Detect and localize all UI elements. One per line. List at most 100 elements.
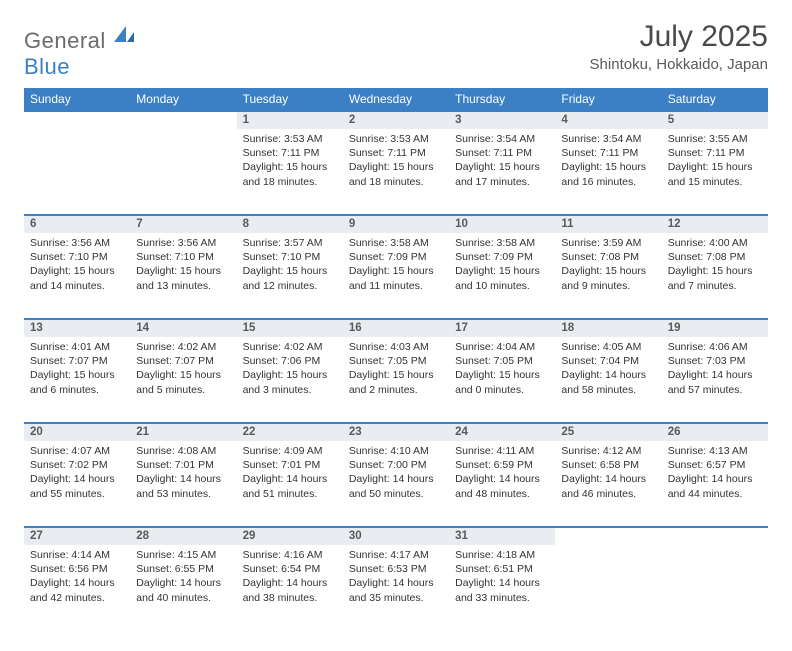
day1-text: Daylight: 14 hours (349, 472, 443, 486)
sunset-text: Sunset: 6:51 PM (455, 562, 549, 576)
day-content-row: Sunrise: 3:56 AMSunset: 7:10 PMDaylight:… (24, 233, 768, 319)
day2-text: and 11 minutes. (349, 279, 443, 293)
sunrise-text: Sunrise: 4:00 AM (668, 236, 762, 250)
day1-text: Daylight: 14 hours (136, 472, 230, 486)
logo-text: General Blue (24, 26, 134, 80)
day1-text: Daylight: 14 hours (243, 576, 337, 590)
day-cell: Sunrise: 3:54 AMSunset: 7:11 PMDaylight:… (449, 129, 555, 215)
day-cell: Sunrise: 3:53 AMSunset: 7:11 PMDaylight:… (237, 129, 343, 215)
day-number: 23 (343, 423, 449, 441)
day1-text: Daylight: 14 hours (455, 576, 549, 590)
day-header: Saturday (662, 88, 768, 111)
day2-text: and 18 minutes. (349, 175, 443, 189)
day-number: 4 (555, 111, 661, 129)
sunset-text: Sunset: 7:05 PM (455, 354, 549, 368)
day2-text: and 0 minutes. (455, 383, 549, 397)
day-number: 26 (662, 423, 768, 441)
sunrise-text: Sunrise: 3:58 AM (349, 236, 443, 250)
day-cell: Sunrise: 4:08 AMSunset: 7:01 PMDaylight:… (130, 441, 236, 527)
sunset-text: Sunset: 7:07 PM (30, 354, 124, 368)
sunset-text: Sunset: 6:58 PM (561, 458, 655, 472)
day1-text: Daylight: 14 hours (561, 472, 655, 486)
sunset-text: Sunset: 7:07 PM (136, 354, 230, 368)
day-number-row: 6789101112 (24, 215, 768, 233)
day-number: 20 (24, 423, 130, 441)
day1-text: Daylight: 15 hours (349, 264, 443, 278)
sunrise-text: Sunrise: 4:12 AM (561, 444, 655, 458)
day-number (662, 527, 768, 545)
day-number: 12 (662, 215, 768, 233)
sunset-text: Sunset: 7:09 PM (349, 250, 443, 264)
day-cell: Sunrise: 4:03 AMSunset: 7:05 PMDaylight:… (343, 337, 449, 423)
day-cell: Sunrise: 4:00 AMSunset: 7:08 PMDaylight:… (662, 233, 768, 319)
day2-text: and 12 minutes. (243, 279, 337, 293)
sunset-text: Sunset: 6:59 PM (455, 458, 549, 472)
day-number: 14 (130, 319, 236, 337)
logo-sail-icon (114, 26, 134, 42)
sunset-text: Sunset: 6:57 PM (668, 458, 762, 472)
month-title: July 2025 (590, 20, 768, 54)
day-cell: Sunrise: 3:57 AMSunset: 7:10 PMDaylight:… (237, 233, 343, 319)
day-header: Monday (130, 88, 236, 111)
day1-text: Daylight: 15 hours (30, 368, 124, 382)
sunset-text: Sunset: 7:01 PM (243, 458, 337, 472)
sunrise-text: Sunrise: 4:13 AM (668, 444, 762, 458)
sunset-text: Sunset: 7:11 PM (455, 146, 549, 160)
day1-text: Daylight: 15 hours (668, 264, 762, 278)
day-cell: Sunrise: 4:05 AMSunset: 7:04 PMDaylight:… (555, 337, 661, 423)
day-number: 29 (237, 527, 343, 545)
sunrise-text: Sunrise: 3:55 AM (668, 132, 762, 146)
day2-text: and 38 minutes. (243, 591, 337, 605)
day1-text: Daylight: 14 hours (243, 472, 337, 486)
day-number-row: 2728293031 (24, 527, 768, 545)
day-cell: Sunrise: 4:16 AMSunset: 6:54 PMDaylight:… (237, 545, 343, 631)
day1-text: Daylight: 15 hours (349, 368, 443, 382)
day1-text: Daylight: 15 hours (561, 264, 655, 278)
day-number: 18 (555, 319, 661, 337)
day1-text: Daylight: 15 hours (136, 264, 230, 278)
day2-text: and 44 minutes. (668, 487, 762, 501)
day-cell: Sunrise: 4:14 AMSunset: 6:56 PMDaylight:… (24, 545, 130, 631)
calendar-page: General Blue July 2025 Shintoku, Hokkaid… (0, 0, 792, 651)
day-number: 30 (343, 527, 449, 545)
day-cell: Sunrise: 4:06 AMSunset: 7:03 PMDaylight:… (662, 337, 768, 423)
sunset-text: Sunset: 7:10 PM (30, 250, 124, 264)
sunrise-text: Sunrise: 4:04 AM (455, 340, 549, 354)
sunrise-text: Sunrise: 4:08 AM (136, 444, 230, 458)
day2-text: and 51 minutes. (243, 487, 337, 501)
day2-text: and 40 minutes. (136, 591, 230, 605)
day-header-row: Sunday Monday Tuesday Wednesday Thursday… (24, 88, 768, 111)
day-number: 2 (343, 111, 449, 129)
day-cell: Sunrise: 3:53 AMSunset: 7:11 PMDaylight:… (343, 129, 449, 215)
day2-text: and 10 minutes. (455, 279, 549, 293)
sunrise-text: Sunrise: 4:03 AM (349, 340, 443, 354)
day-cell: Sunrise: 4:09 AMSunset: 7:01 PMDaylight:… (237, 441, 343, 527)
day-cell: Sunrise: 3:56 AMSunset: 7:10 PMDaylight:… (24, 233, 130, 319)
logo: General Blue (24, 26, 134, 80)
day-number-row: 12345 (24, 111, 768, 129)
day-number: 10 (449, 215, 555, 233)
day1-text: Daylight: 14 hours (136, 576, 230, 590)
day-cell: Sunrise: 4:13 AMSunset: 6:57 PMDaylight:… (662, 441, 768, 527)
day1-text: Daylight: 14 hours (349, 576, 443, 590)
day-cell: Sunrise: 4:11 AMSunset: 6:59 PMDaylight:… (449, 441, 555, 527)
day-number-row: 20212223242526 (24, 423, 768, 441)
sunset-text: Sunset: 7:10 PM (136, 250, 230, 264)
day1-text: Daylight: 15 hours (243, 160, 337, 174)
sunset-text: Sunset: 6:56 PM (30, 562, 124, 576)
day-number: 7 (130, 215, 236, 233)
sunrise-text: Sunrise: 3:57 AM (243, 236, 337, 250)
day-cell (24, 129, 130, 215)
sunrise-text: Sunrise: 3:54 AM (561, 132, 655, 146)
day1-text: Daylight: 15 hours (455, 264, 549, 278)
day-content-row: Sunrise: 4:01 AMSunset: 7:07 PMDaylight:… (24, 337, 768, 423)
sunrise-text: Sunrise: 4:17 AM (349, 548, 443, 562)
sunset-text: Sunset: 7:04 PM (561, 354, 655, 368)
day2-text: and 46 minutes. (561, 487, 655, 501)
sunrise-text: Sunrise: 3:58 AM (455, 236, 549, 250)
sunset-text: Sunset: 7:03 PM (668, 354, 762, 368)
sunset-text: Sunset: 7:00 PM (349, 458, 443, 472)
day-number: 16 (343, 319, 449, 337)
day2-text: and 6 minutes. (30, 383, 124, 397)
sunrise-text: Sunrise: 3:53 AM (349, 132, 443, 146)
